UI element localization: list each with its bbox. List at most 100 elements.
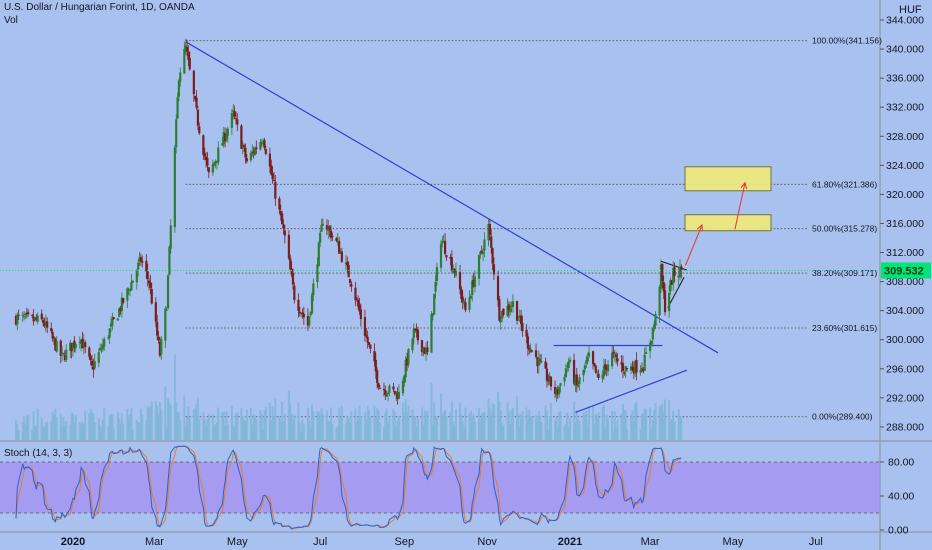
candle-body (639, 369, 642, 373)
candle-body (88, 347, 91, 357)
volume-bar (604, 428, 607, 440)
candle-body (344, 262, 348, 264)
candle-body (339, 251, 342, 253)
volume-bar (415, 427, 418, 440)
y-tick-label: 336.000 (886, 73, 924, 85)
y-tick-label: 324.000 (886, 160, 924, 172)
candle-body (445, 255, 448, 258)
volume-bar (393, 411, 396, 440)
candle-body (80, 339, 83, 344)
volume-bar (669, 419, 672, 440)
volume-bar (317, 411, 320, 440)
candle-body (338, 240, 341, 254)
candle-body (572, 359, 576, 384)
candle-body (55, 341, 58, 352)
candle-body (357, 299, 360, 307)
x-tick-label: May (723, 536, 744, 548)
candle-body (221, 143, 224, 146)
candle-body (122, 298, 125, 303)
candle-body (131, 280, 134, 283)
candle-body (547, 380, 550, 382)
candle-body (396, 393, 399, 400)
volume-bar (74, 414, 77, 440)
y-tick-label: 316.000 (886, 218, 924, 230)
volume-bar (187, 406, 190, 440)
candle-body (407, 349, 410, 365)
volume-bar (583, 415, 586, 440)
candle-body (358, 304, 361, 312)
volume-bar (507, 411, 510, 440)
candle-body (439, 243, 443, 268)
candle-body (526, 336, 530, 349)
candle-body (454, 270, 458, 276)
candle-body (63, 354, 66, 361)
volume-bar (498, 401, 501, 440)
volume-bar (234, 413, 237, 440)
fib-level-label: 38.20%(309.171) (812, 268, 877, 278)
volume-bar (363, 412, 366, 440)
volume-bar (46, 421, 49, 440)
volume-bar (645, 409, 648, 440)
volume-bar (623, 409, 626, 440)
volume-bar (411, 409, 414, 440)
candle-body (606, 364, 610, 372)
volume-bar (480, 413, 483, 440)
volume-bar (425, 413, 428, 440)
candle-body (297, 299, 300, 311)
candle-body (509, 308, 512, 313)
volume-bar (139, 408, 142, 440)
candle-body (173, 147, 176, 228)
candle-body (69, 342, 72, 351)
volume-bar (259, 409, 262, 440)
candle-body (388, 385, 391, 393)
candle-body (373, 351, 376, 362)
candle-body (24, 313, 27, 316)
candle-body (262, 141, 265, 143)
volume-bar (184, 425, 187, 440)
volume-bar (607, 417, 610, 440)
volume-bar (517, 413, 520, 440)
fib-level-label: 0.00%(289.400) (812, 412, 873, 422)
candle-body (659, 264, 663, 289)
volume-bar (149, 406, 152, 440)
volume-bar (297, 402, 300, 440)
volume-bar (330, 407, 333, 440)
candle-body (615, 354, 618, 358)
volume-bar (640, 414, 643, 440)
candle-body (97, 352, 100, 363)
candle-body (283, 230, 286, 236)
volume-bar (206, 419, 209, 440)
candle-body (44, 321, 47, 327)
volume-bar (442, 411, 445, 440)
volume-bar (346, 415, 349, 440)
candle-body (491, 248, 494, 264)
volume-bar (167, 398, 170, 440)
candle-body (405, 358, 409, 366)
candle-body (602, 365, 606, 377)
volume-bar (463, 426, 466, 440)
volume-bar (490, 414, 493, 440)
volume-bar (559, 410, 562, 440)
volume-bar (582, 412, 585, 440)
volume-bar (70, 412, 73, 440)
volume-bar (217, 407, 220, 440)
candle-body (51, 332, 54, 339)
candle-body (100, 348, 103, 350)
volume-bar (612, 430, 615, 440)
candle-body (272, 180, 276, 182)
candle-body (530, 350, 534, 352)
candle-body (176, 97, 179, 119)
candle-body (464, 302, 467, 311)
x-tick-label: Jul (809, 536, 823, 548)
candle-body (401, 380, 405, 394)
candle-body (14, 316, 18, 325)
volume-bar (78, 421, 81, 440)
candle-body (320, 225, 323, 232)
volume-bar (207, 413, 210, 440)
candle-body (274, 181, 277, 199)
candle-body (492, 264, 496, 275)
candle-body (226, 128, 229, 136)
volume-bar (365, 419, 368, 440)
candle-body (377, 383, 380, 388)
